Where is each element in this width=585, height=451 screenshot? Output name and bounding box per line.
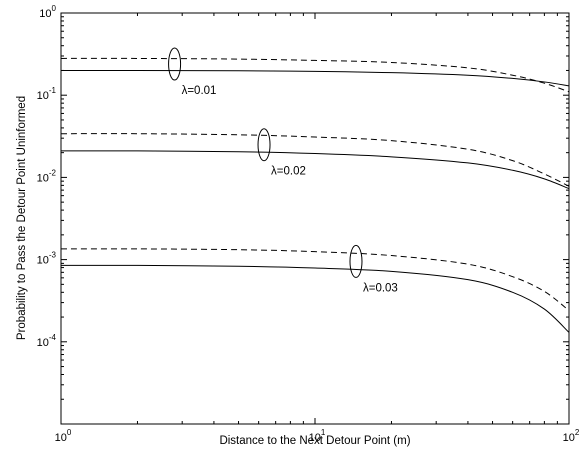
- x-tick-label: 100: [55, 428, 72, 444]
- tick-layer: 100 101 102 100 10-1 10-2 10-3 10-4: [37, 4, 580, 444]
- series-line-0-02-solid: [60, 150, 570, 190]
- annotation-label-0-01: λ=0.01: [182, 85, 217, 97]
- y-tick-label: 10-3: [37, 251, 57, 267]
- y-tick-label: 10-4: [37, 333, 57, 349]
- y-tick-label: 100: [39, 4, 56, 20]
- series-line-0-01-dashed: [60, 57, 570, 93]
- annotation-layer: λ=0.01 λ=0.02 λ=0.03: [168, 47, 398, 294]
- series-line-0-02-dashed: [60, 133, 570, 187]
- series-line-0-03-dashed: [60, 248, 570, 311]
- x-tick-label: 101: [309, 428, 326, 444]
- annotation-ellipse-0-03: [349, 244, 363, 278]
- series-layer: [60, 57, 570, 333]
- y-axis-label: Probability to Pass the Detour Point Uni…: [16, 96, 28, 340]
- y-tick-label: 10-1: [37, 86, 57, 102]
- x-tick-label: 102: [563, 428, 580, 444]
- series-line-0-03-solid: [60, 264, 570, 333]
- x-axis-label: Distance to the Next Detour Point (m): [219, 435, 410, 447]
- annotation-label-0-02: λ=0.02: [271, 166, 306, 178]
- plot-area: [61, 13, 569, 424]
- y-tick-label: 10-2: [37, 168, 57, 184]
- annotation-ellipse-0-01: [168, 47, 182, 81]
- annotation-ellipse-0-02: [257, 128, 271, 162]
- series-line-0-01-solid: [60, 69, 570, 87]
- annotation-label-0-03: λ=0.03: [363, 282, 398, 294]
